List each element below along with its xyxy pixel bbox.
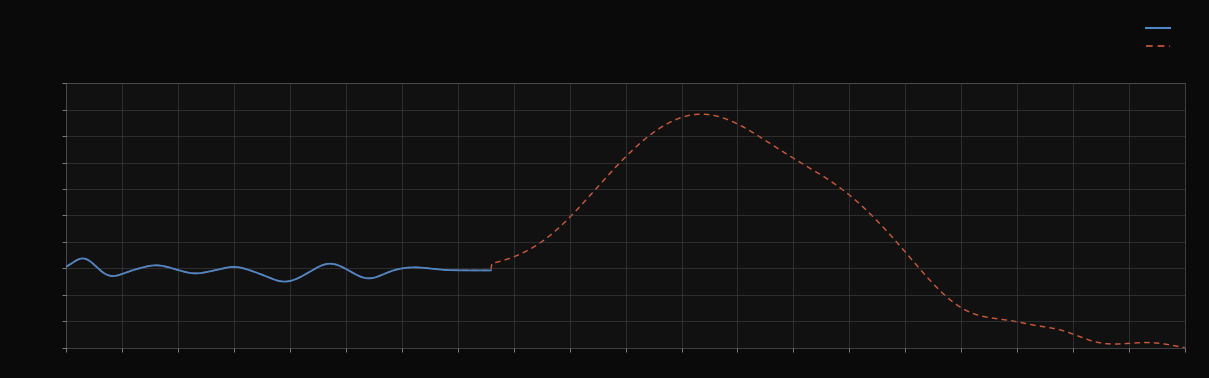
- Legend: , : ,: [1144, 22, 1180, 54]
